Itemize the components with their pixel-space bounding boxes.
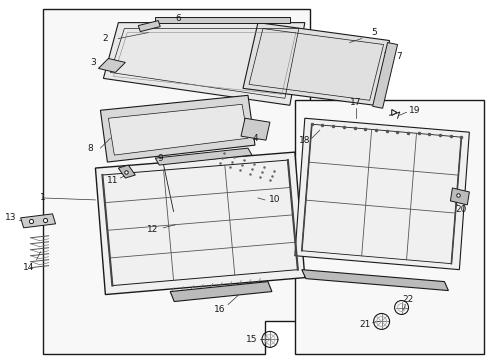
Text: 14: 14 xyxy=(23,263,34,272)
Text: 20: 20 xyxy=(455,206,466,215)
Text: 1: 1 xyxy=(40,193,45,202)
Text: 21: 21 xyxy=(358,320,369,329)
Text: 8: 8 xyxy=(87,144,93,153)
Polygon shape xyxy=(241,118,269,140)
Text: 15: 15 xyxy=(246,335,257,344)
Polygon shape xyxy=(243,23,389,105)
Polygon shape xyxy=(294,100,483,354)
Polygon shape xyxy=(42,9,309,354)
Text: 4: 4 xyxy=(252,134,257,143)
Text: 11: 11 xyxy=(106,176,118,185)
Polygon shape xyxy=(170,282,271,302)
Text: 16: 16 xyxy=(214,305,225,314)
Text: 2: 2 xyxy=(102,34,108,43)
Text: 7: 7 xyxy=(396,52,402,61)
Polygon shape xyxy=(20,214,56,228)
Polygon shape xyxy=(100,95,254,162)
Text: 13: 13 xyxy=(5,213,17,222)
Text: 22: 22 xyxy=(401,295,412,304)
Text: 12: 12 xyxy=(146,225,158,234)
Polygon shape xyxy=(294,118,468,270)
Polygon shape xyxy=(95,152,304,294)
Polygon shape xyxy=(138,21,160,32)
Text: 19: 19 xyxy=(408,106,419,115)
Text: 9: 9 xyxy=(157,154,163,163)
Polygon shape xyxy=(155,17,289,23)
Polygon shape xyxy=(98,58,125,72)
Polygon shape xyxy=(118,165,135,178)
Polygon shape xyxy=(301,270,447,291)
Polygon shape xyxy=(103,23,304,105)
Text: 18: 18 xyxy=(299,136,310,145)
Text: 5: 5 xyxy=(371,28,377,37)
Text: 3: 3 xyxy=(90,58,96,67)
Polygon shape xyxy=(372,42,397,108)
Polygon shape xyxy=(155,148,251,165)
Polygon shape xyxy=(108,104,247,155)
Polygon shape xyxy=(449,188,468,205)
Text: 17: 17 xyxy=(349,98,361,107)
Text: 10: 10 xyxy=(268,195,280,204)
Text: 6: 6 xyxy=(175,14,181,23)
